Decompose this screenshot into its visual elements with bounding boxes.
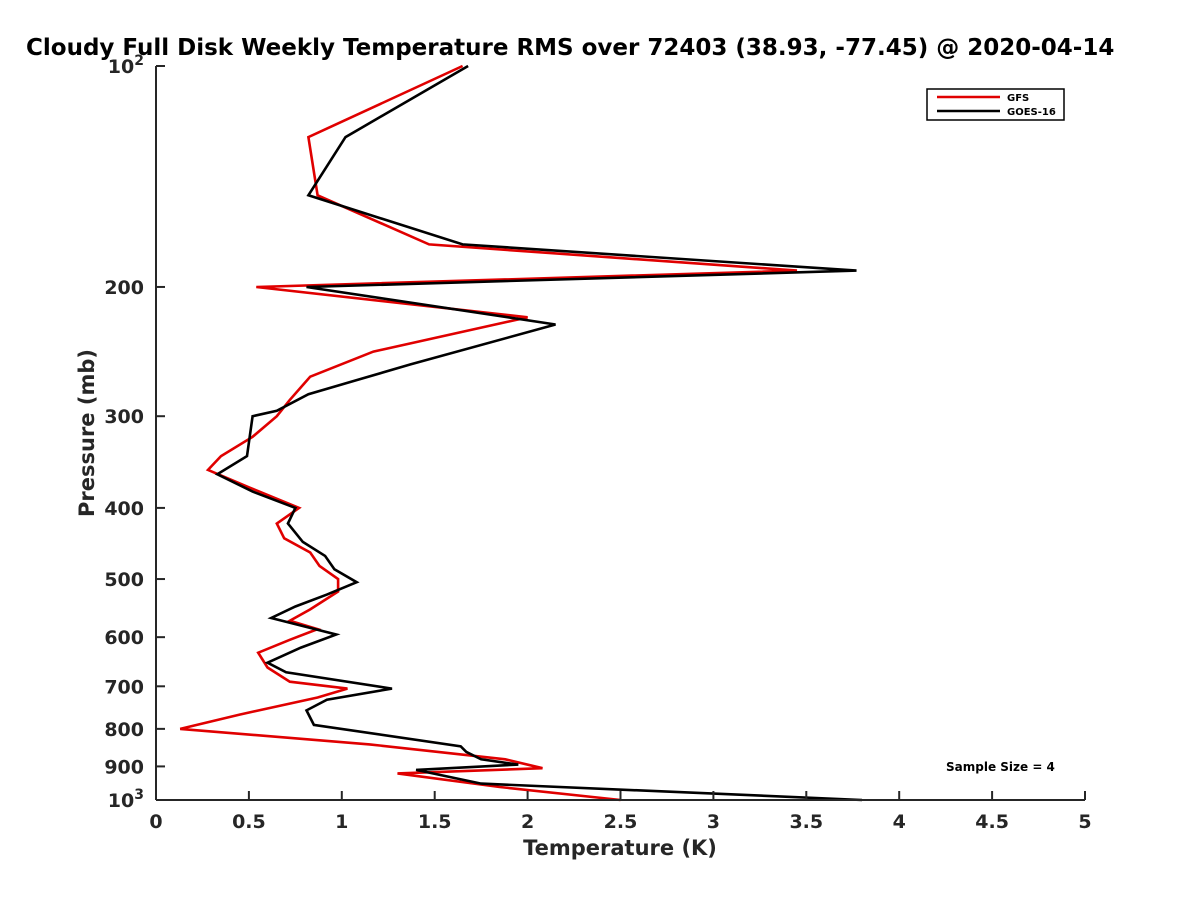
y-tick-label: 200 bbox=[104, 277, 144, 299]
y-ticks: 102 200 300 400 500 600 700 800 900 103 bbox=[104, 53, 165, 812]
x-axis-label: Temperature (K) bbox=[523, 836, 717, 860]
x-tick-label: 4.5 bbox=[975, 811, 1009, 833]
y-axis-label: Pressure (mb) bbox=[75, 349, 99, 517]
y-tick-label: 700 bbox=[104, 676, 144, 698]
x-tick-label: 4 bbox=[893, 811, 906, 833]
x-tick-label: 1 bbox=[335, 811, 348, 833]
x-tick-label: 1.5 bbox=[418, 811, 452, 833]
y-tick-label: 800 bbox=[104, 719, 144, 741]
x-tick-label: 0 bbox=[149, 811, 162, 833]
chart-title: Cloudy Full Disk Weekly Temperature RMS … bbox=[26, 35, 1114, 61]
y-tick-label: 103 bbox=[108, 787, 144, 812]
sample-size-annotation: Sample Size = 4 bbox=[946, 760, 1055, 774]
legend-box bbox=[926, 88, 1065, 121]
y-tick-label: 900 bbox=[104, 756, 144, 778]
y-tick-label: 300 bbox=[104, 406, 144, 428]
x-tick-label: 2 bbox=[521, 811, 534, 833]
legend-label-goes16: GOES-16 bbox=[1007, 107, 1056, 118]
x-tick-label: 2.5 bbox=[604, 811, 638, 833]
x-ticks: 0 0.5 1 1.5 2 2.5 3 3.5 4 4.5 5 bbox=[149, 791, 1092, 833]
y-tick-label: 102 bbox=[108, 53, 144, 78]
y-tick-label: 600 bbox=[104, 627, 144, 649]
series-line-goes-16 bbox=[214, 64, 863, 802]
x-tick-label: 0.5 bbox=[232, 811, 266, 833]
legend-label-gfs: GFS bbox=[1007, 93, 1029, 104]
x-tick-label: 3 bbox=[707, 811, 720, 833]
y-tick-label: 400 bbox=[104, 498, 144, 520]
y-tick-label: 500 bbox=[104, 569, 144, 591]
legend: GFS GOES-16 bbox=[926, 88, 1065, 121]
x-tick-label: 5 bbox=[1078, 811, 1091, 833]
series-layer bbox=[179, 64, 863, 802]
x-tick-label: 3.5 bbox=[789, 811, 823, 833]
series-line-gfs bbox=[179, 64, 798, 802]
